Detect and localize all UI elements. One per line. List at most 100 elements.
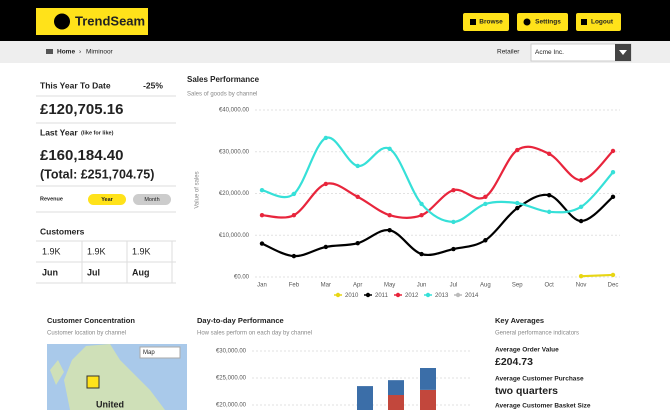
- x-tick-label: Nov: [576, 283, 587, 289]
- breadcrumb-bar: [0, 41, 670, 63]
- kpi-value: £204.73: [495, 356, 533, 368]
- logo-text: TrendSeam: [75, 13, 145, 28]
- data-point: [259, 241, 265, 246]
- button[interactable]: [576, 13, 621, 31]
- data-point: [323, 135, 329, 141]
- retailer-value: Acme Inc.: [535, 49, 564, 56]
- y-tick-label: €0.00: [234, 275, 250, 281]
- stat-value: £120,705.16: [40, 101, 123, 118]
- y-tick-label: €30,000.00: [219, 149, 250, 155]
- customer-month: Aug: [132, 267, 150, 277]
- map-marker[interactable]: [86, 375, 100, 389]
- stat-note: (like for like): [81, 130, 114, 136]
- x-tick-label: Aug: [480, 283, 491, 289]
- x-tick-label: Dec: [608, 283, 619, 289]
- data-point: [546, 192, 552, 198]
- y-tick-label: €40,000.00: [219, 108, 250, 114]
- kpi-label: Average Order Value: [495, 347, 559, 354]
- button-icon: [470, 19, 476, 25]
- map-control-text: Map: [143, 350, 155, 356]
- button[interactable]: [517, 13, 568, 31]
- data-point: [387, 146, 392, 152]
- kpi-label: Average Customer Basket Size: [495, 403, 591, 410]
- breadcrumb-arrow: ›: [79, 49, 81, 56]
- data-point: [578, 177, 584, 183]
- map-label: United: [96, 399, 124, 409]
- breadcrumb-item[interactable]: Home: [57, 49, 75, 56]
- series-line: [261, 145, 614, 220]
- customer-month: Jul: [87, 267, 100, 277]
- legend-label: 2011: [375, 293, 389, 299]
- x-tick-label: Mar: [321, 283, 331, 289]
- button-label: Browse: [479, 19, 503, 26]
- data-point: [419, 213, 424, 218]
- chart-subtitle: Sales of goods by channel: [187, 92, 257, 98]
- map-control[interactable]: [139, 346, 181, 359]
- data-point: [546, 151, 552, 157]
- button-label: Logout: [591, 19, 614, 26]
- stat-value: £160,184.40: [40, 147, 123, 164]
- data-point: [451, 187, 456, 193]
- data-point: [355, 163, 360, 169]
- data-point: [578, 204, 584, 210]
- section-subtitle: General performance indicators: [495, 331, 579, 337]
- data-point: [546, 209, 552, 215]
- x-tick-label: May: [384, 283, 395, 289]
- breadcrumb-item[interactable]: Miminoor: [86, 49, 114, 56]
- data-point: [291, 253, 297, 259]
- data-point: [451, 246, 456, 252]
- data-point: [483, 238, 488, 243]
- legend-label: 2010: [345, 293, 359, 299]
- data-point: [483, 201, 488, 207]
- data-point: [291, 213, 297, 218]
- y-tick-label: €20,000.00: [219, 191, 250, 197]
- toggle-label: Revenue: [40, 196, 63, 202]
- data-point: [419, 201, 424, 207]
- button-icon: [523, 18, 531, 26]
- data-point: [610, 194, 616, 200]
- data-point: [451, 219, 456, 225]
- bar-segment: [420, 389, 436, 410]
- x-tick-label: Jan: [257, 283, 267, 289]
- data-point: [578, 218, 584, 224]
- y-axis-label: Value of sales: [195, 171, 201, 208]
- kpi-label: Average Customer Purchase: [495, 376, 584, 383]
- customer-month: Jun: [42, 267, 58, 277]
- legend-label: 2013: [435, 293, 449, 299]
- logo-icon: [54, 13, 70, 30]
- button[interactable]: [463, 13, 509, 31]
- button-icon: [581, 19, 587, 25]
- data-point: [323, 244, 329, 250]
- toggle-button[interactable]: [88, 194, 126, 205]
- map-land: [50, 360, 64, 385]
- customer-count: 1.9K: [87, 246, 106, 256]
- legend-label: 2014: [465, 293, 479, 299]
- data-point: [610, 272, 616, 278]
- select-arrow: [619, 50, 627, 55]
- section-title: Day-to-day Performance: [197, 316, 284, 325]
- section-title: Customer Concentration: [47, 316, 135, 325]
- home-icon: [46, 49, 53, 54]
- series-line: [261, 136, 614, 223]
- toggle-button[interactable]: [133, 194, 171, 205]
- x-tick-label: Jul: [450, 283, 458, 289]
- toggle-text: Month: [144, 197, 159, 203]
- series-line: [581, 273, 614, 278]
- data-point: [259, 187, 265, 193]
- data-point: [578, 273, 584, 279]
- bar-segment: [357, 386, 373, 410]
- kpi-value: two quarters: [495, 385, 558, 397]
- data-point: [419, 251, 424, 257]
- y-tick-label: €20,000.00: [216, 403, 247, 409]
- data-point: [387, 213, 392, 218]
- data-point: [355, 194, 360, 200]
- section-subtitle: Customer location by channel: [47, 331, 126, 337]
- section-title: Key Averages: [495, 316, 544, 325]
- section-subtitle: How sales perform on each day by channel: [197, 331, 312, 337]
- retailer-label: Retailer: [497, 49, 520, 56]
- data-point: [515, 200, 520, 206]
- data-point: [259, 213, 265, 218]
- button-label: Settings: [535, 19, 561, 26]
- x-tick-label: Apr: [353, 283, 362, 289]
- data-point: [610, 170, 616, 175]
